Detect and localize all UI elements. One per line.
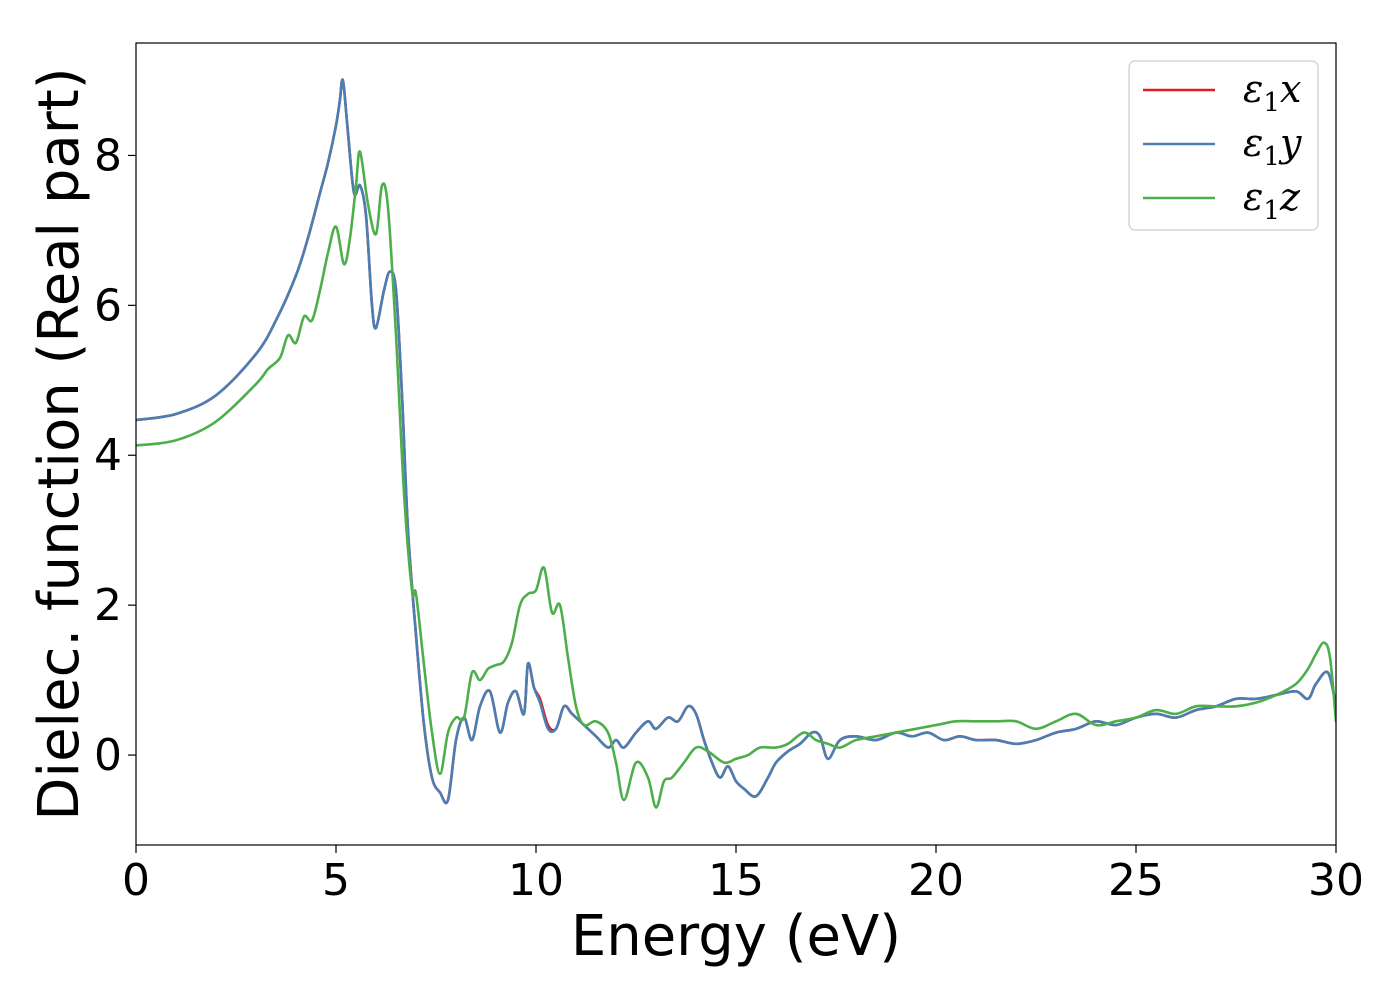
y-axis-label: Dielec. function (Real part): [27, 67, 92, 820]
legend-variable: y: [1278, 121, 1302, 165]
x-tick-label: 0: [122, 855, 150, 906]
legend-label-x: ε1x: [1243, 67, 1301, 118]
legend-variable: z: [1279, 175, 1301, 219]
y-tick-label: 6: [94, 280, 122, 331]
series-layer: [136, 78, 1336, 809]
legend-symbol: ε: [1243, 175, 1263, 219]
legend-label-y: ε1y: [1243, 121, 1302, 172]
y-tick-label: 4: [94, 430, 122, 481]
y-tick-label: 2: [94, 580, 122, 631]
series-line-z: [136, 150, 1336, 809]
y-axis: 0 2 4 6 8: [94, 130, 136, 781]
legend-subscript: 1: [1263, 88, 1280, 118]
legend-symbol: ε: [1243, 67, 1263, 111]
x-tick-label: 20: [908, 855, 964, 906]
x-tick-label: 15: [708, 855, 764, 906]
legend-subscript: 1: [1263, 196, 1280, 226]
y-tick-label: 8: [94, 130, 122, 181]
x-axis: 0 5 10 15 20 25 30: [122, 845, 1364, 906]
legend-box: [1128, 60, 1319, 231]
legend-symbol: ε: [1243, 121, 1263, 165]
x-tick-label: 30: [1308, 855, 1364, 906]
x-axis-label: Energy (eV): [571, 904, 901, 969]
series-line-y: [136, 78, 1336, 805]
legend-subscript: 1: [1263, 142, 1280, 172]
legend-variable: x: [1280, 67, 1301, 111]
legend-label-z: ε1z: [1243, 175, 1301, 226]
x-tick-label: 5: [322, 855, 350, 906]
x-tick-label: 25: [1108, 855, 1164, 906]
y-tick-label: 0: [94, 730, 122, 781]
x-tick-label: 10: [508, 855, 564, 906]
